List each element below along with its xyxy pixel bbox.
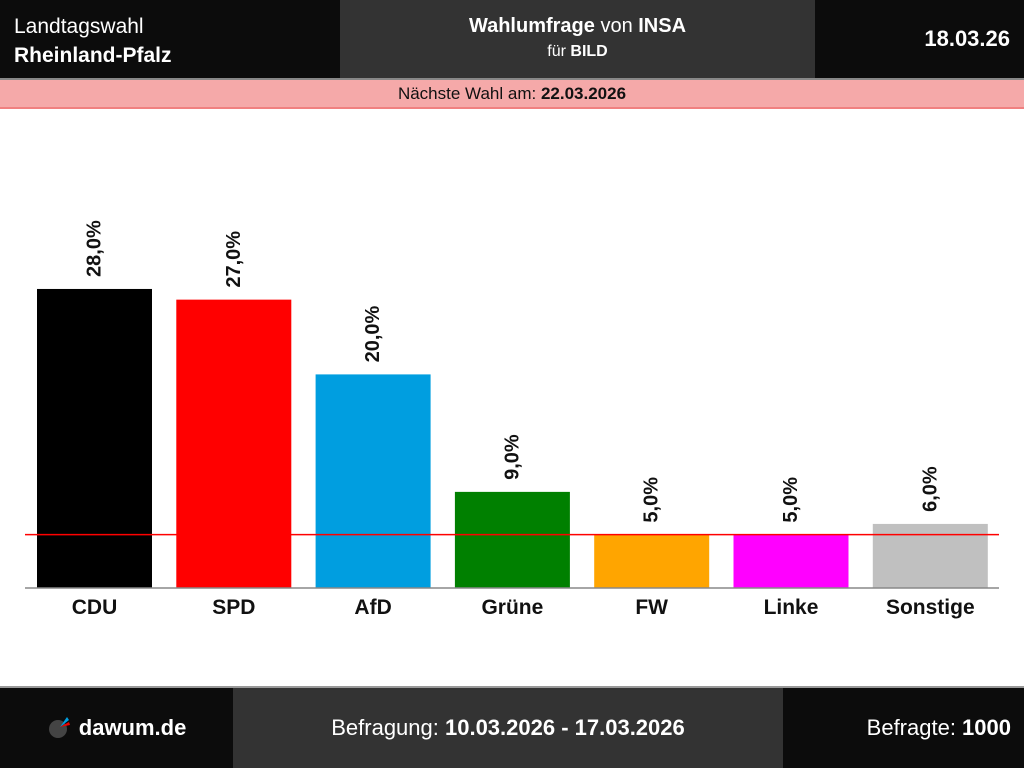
- client-prefix: für: [547, 43, 571, 60]
- category-label: FW: [635, 596, 668, 619]
- sample-size: Befragte: 1000: [783, 688, 1024, 768]
- category-label: CDU: [72, 596, 118, 619]
- bar-grüne: [454, 491, 570, 588]
- poll-date: 18.03.26: [815, 0, 1024, 78]
- election-type: Landtagswahl: [14, 15, 144, 38]
- next-election-label: Nächste Wahl am:: [397, 84, 541, 103]
- category-label: Sonstige: [886, 596, 975, 619]
- value-label: 5,0%: [641, 477, 663, 523]
- value-label: 6,0%: [919, 466, 941, 512]
- value-label: 27,0%: [223, 231, 245, 288]
- sample-value: 1000: [962, 715, 1011, 740]
- next-election-banner: Nächste Wahl am: 22.03.2026: [0, 80, 1024, 109]
- period-value: 10.03.2026 - 17.03.2026: [444, 715, 685, 740]
- bar-afd: [315, 374, 431, 588]
- institute: INSA: [638, 15, 687, 37]
- value-label: 9,0%: [501, 434, 523, 480]
- value-label: 5,0%: [780, 477, 802, 523]
- category-label: AfD: [354, 596, 391, 619]
- brand-name: dawum.de: [78, 715, 187, 740]
- bar-sonstige: [872, 523, 988, 588]
- sample-label: Befragte:: [866, 715, 963, 740]
- poll-title: Wahlumfrage von INSA für BILD: [340, 0, 815, 78]
- bar-cdu: [37, 288, 152, 588]
- bar-chart: 28,0% CDU 27,0% SPD 20,0% AfD 9,0% Grüne 5,0% FW 5…: [25, 220, 999, 619]
- bar-linke: [733, 534, 849, 588]
- value-label: 28,0%: [84, 220, 106, 277]
- region: Rheinland-Pfalz: [14, 44, 172, 67]
- divider: [0, 686, 1024, 688]
- bar-fw: [594, 534, 710, 588]
- value-label: 20,0%: [362, 305, 384, 362]
- category-label: SPD: [212, 596, 255, 619]
- category-label: Grüne: [481, 596, 543, 619]
- bar-spd: [176, 299, 292, 588]
- title: Wahlumfrage: [468, 15, 595, 37]
- election-info: Landtagswahl Rheinland-Pfalz: [0, 0, 340, 78]
- title-von: von: [594, 15, 639, 37]
- divider: [0, 78, 1024, 80]
- next-election-date: 22.03.2026: [540, 84, 627, 103]
- survey-period: Befragung: 10.03.2026 - 17.03.2026: [233, 688, 783, 768]
- brand[interactable]: dawum.de: [0, 688, 233, 768]
- client: BILD: [570, 43, 608, 60]
- period-label: Befragung:: [331, 715, 445, 740]
- category-label: Linke: [764, 596, 819, 619]
- dawum-logo-icon: [48, 717, 70, 738]
